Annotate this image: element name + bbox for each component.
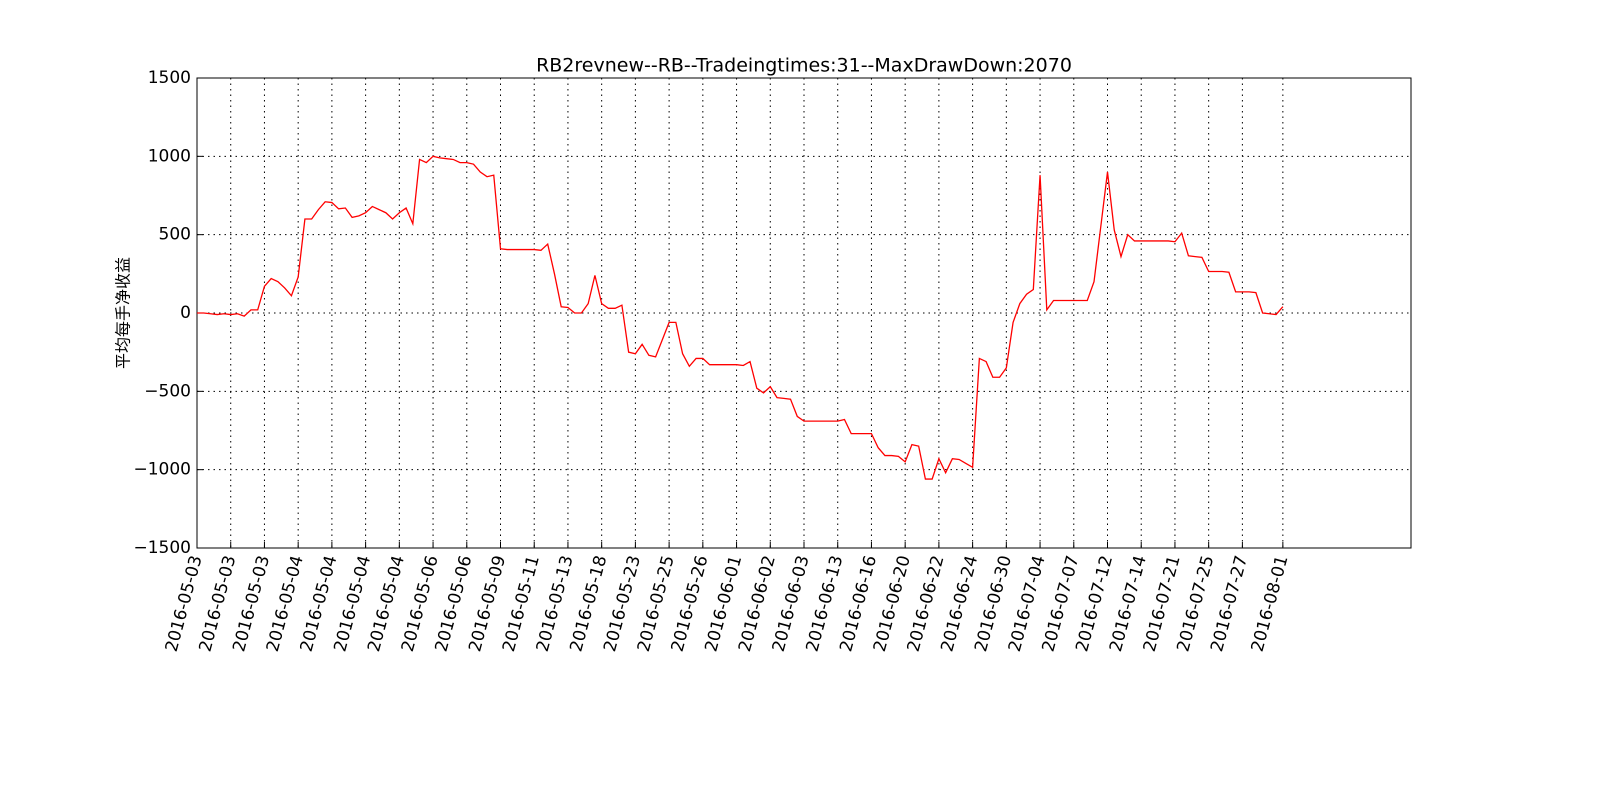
data-line: [197, 155, 1284, 480]
y-tick-label: 0: [180, 303, 191, 323]
y-tick-label: 1500: [148, 68, 191, 88]
y-tick-label: −500: [144, 381, 191, 401]
y-tick-label: −1000: [133, 460, 191, 480]
y-axis-label: 平均每手净收益: [114, 257, 133, 369]
y-tick-label: −1500: [133, 538, 191, 558]
y-tick-label: 500: [159, 225, 191, 245]
chart-title: RB2revnew--RB--Tradeingtimes:31--MaxDraw…: [536, 55, 1072, 77]
y-tick-label: 1000: [148, 146, 191, 166]
